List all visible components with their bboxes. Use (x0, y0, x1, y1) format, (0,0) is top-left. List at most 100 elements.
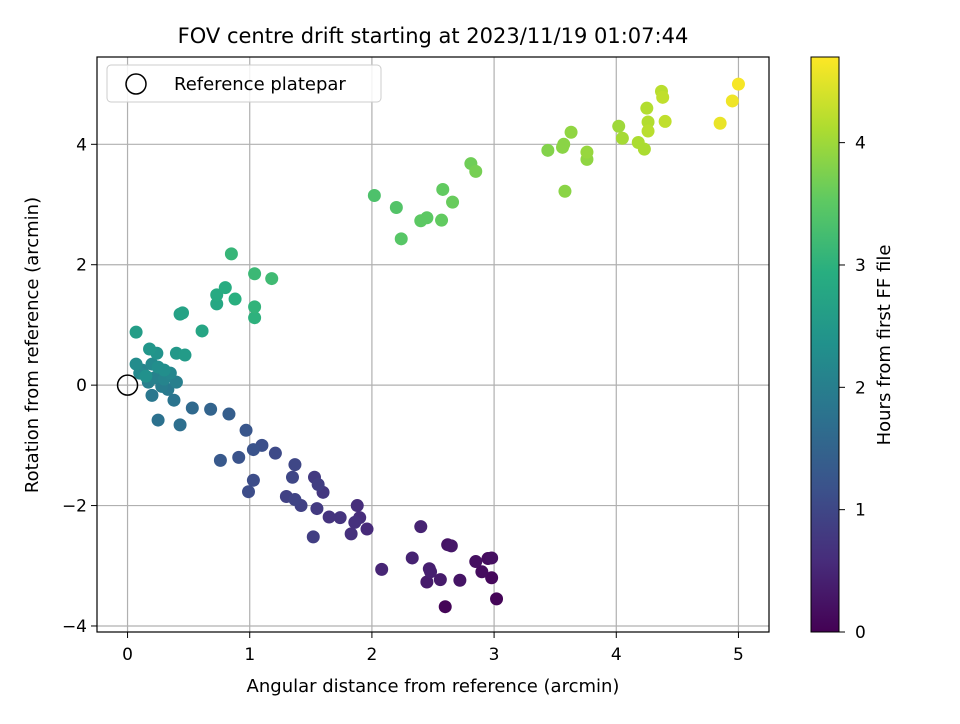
data-point (310, 502, 324, 516)
data-point (731, 77, 745, 91)
data-point (239, 423, 253, 437)
data-point (435, 213, 449, 227)
data-point (178, 348, 192, 362)
colorbar-tick-label: 3 (855, 256, 866, 276)
data-point (485, 551, 499, 565)
y-tick-label: −2 (62, 497, 87, 517)
scatter-points (129, 77, 745, 614)
data-point (143, 342, 157, 356)
data-point (185, 401, 199, 415)
data-point (306, 530, 320, 544)
y-tick-label: −4 (62, 617, 87, 637)
data-point (348, 515, 362, 529)
data-point (469, 555, 483, 569)
data-point (265, 272, 279, 286)
plot-frame (96, 56, 770, 633)
data-point (322, 510, 336, 524)
data-point (713, 116, 727, 130)
data-point (389, 201, 403, 215)
data-point (344, 527, 358, 541)
colorbar: 0 1 2 3 4 Hours from first FF file (810, 56, 895, 643)
data-point (444, 539, 458, 553)
data-point (246, 473, 260, 487)
colorbar-tick-label: 1 (855, 501, 866, 521)
data-point (375, 562, 389, 576)
x-tick-label: 3 (489, 645, 500, 665)
data-point (485, 571, 499, 585)
x-tick-label: 4 (611, 645, 622, 665)
data-point (129, 325, 143, 339)
data-point (360, 522, 374, 536)
data-point (446, 195, 460, 209)
y-tick-label: 0 (76, 376, 87, 396)
data-point (195, 324, 209, 338)
x-tick-label: 2 (366, 645, 377, 665)
data-point (367, 188, 381, 202)
data-point (145, 388, 159, 402)
chart-title: FOV centre drift starting at 2023/11/19 … (178, 24, 689, 48)
x-tick-label: 5 (733, 645, 744, 665)
data-point (557, 137, 571, 151)
data-point (725, 94, 739, 108)
y-axis-label: Rotation from reference (arcmin) (22, 197, 43, 493)
data-point (333, 511, 347, 525)
y-tick-label: 4 (76, 135, 87, 155)
data-point (248, 267, 262, 281)
legend-box (106, 64, 382, 103)
data-point (420, 211, 434, 225)
data-point (246, 443, 260, 457)
data-point (157, 363, 171, 377)
data-point (210, 297, 224, 311)
data-point (641, 124, 655, 138)
reference-platepar-marker (116, 374, 139, 396)
data-point (424, 565, 438, 579)
legend-entry-reference: Reference platepar (174, 74, 346, 95)
data-point (414, 520, 428, 534)
data-point (641, 115, 655, 129)
data-point (564, 125, 578, 139)
data-point (541, 143, 555, 157)
data-point (453, 573, 467, 587)
data-point (420, 575, 434, 589)
data-point (232, 450, 246, 464)
data-point (139, 369, 153, 383)
data-point (558, 184, 572, 198)
data-point (612, 119, 626, 133)
data-point (436, 182, 450, 196)
data-point (640, 101, 654, 115)
data-point (580, 145, 594, 159)
data-point (656, 90, 670, 104)
data-point (218, 281, 232, 295)
data-point (615, 131, 629, 145)
data-point (242, 485, 256, 499)
data-point (228, 292, 242, 306)
data-point (475, 565, 489, 579)
data-point (151, 413, 165, 427)
data-point (248, 300, 262, 314)
data-point (268, 446, 282, 460)
x-tick-label: 0 (122, 645, 133, 665)
data-point (405, 551, 419, 565)
data-point (285, 470, 299, 484)
legend-marker-icon (125, 73, 147, 95)
data-point (210, 288, 224, 302)
data-point (433, 573, 447, 587)
legend: Reference platepar (106, 64, 382, 103)
data-point (288, 458, 302, 472)
colorbar-tick-label: 2 (855, 378, 866, 398)
data-point (213, 453, 227, 467)
data-point (176, 306, 190, 320)
colorbar-gradient (810, 56, 840, 633)
colorbar-ticks: 0 1 2 3 4 (839, 134, 866, 643)
data-point (173, 418, 187, 432)
colorbar-tick-label: 4 (855, 134, 866, 154)
data-point (490, 592, 504, 606)
data-point (224, 247, 238, 261)
data-point (288, 493, 302, 507)
data-point (637, 142, 651, 156)
x-tick-label: 1 (244, 645, 255, 665)
colorbar-tick-label: 0 (855, 623, 866, 643)
data-point (222, 407, 236, 421)
data-point (469, 164, 483, 178)
